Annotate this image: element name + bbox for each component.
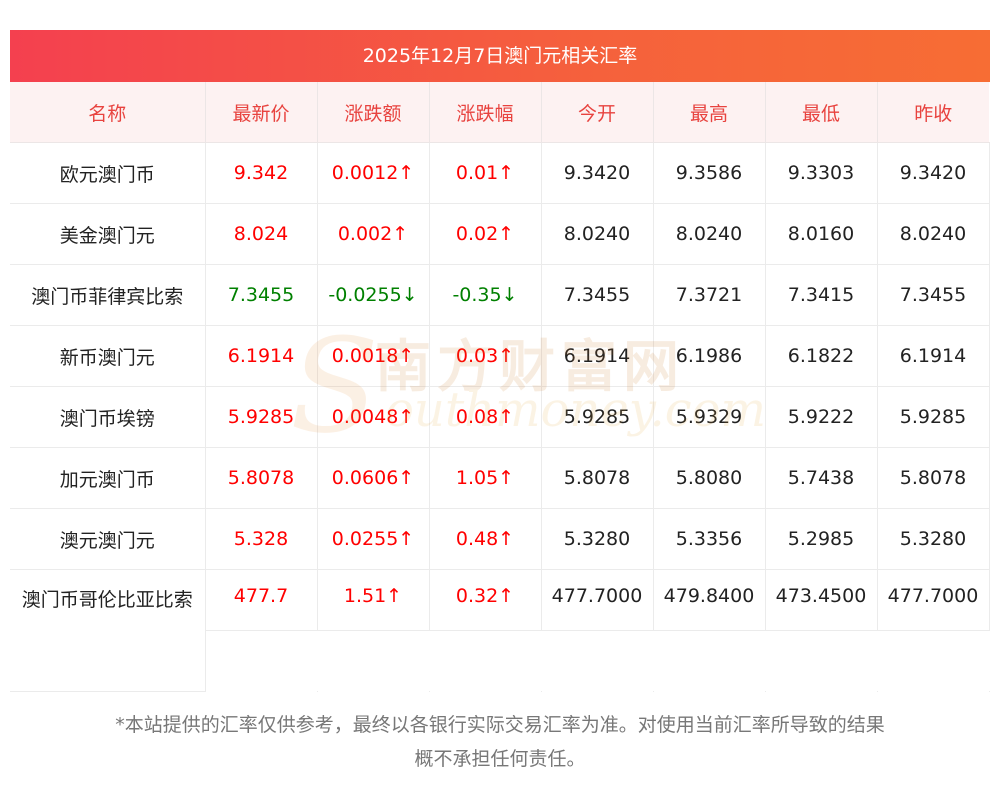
change-percent: 0.08↑	[428, 386, 541, 448]
high-price: 6.1986	[652, 325, 765, 387]
low-price: 5.2985	[764, 508, 877, 570]
table-row: 美金澳门元 8.024 0.002↑ 0.02↑ 8.0240 8.0240 8…	[10, 203, 990, 265]
col-header-latest: 最新价	[204, 82, 317, 143]
high-price: 5.3356	[652, 508, 765, 570]
change-percent: 0.02↑	[428, 203, 541, 265]
prev-close: 5.3280	[876, 508, 990, 570]
change-amount: 0.0012↑	[316, 142, 429, 204]
change-percent: 0.03↑	[428, 325, 541, 387]
change-percent: 0.48↑	[428, 508, 541, 570]
prev-close: 5.8078	[876, 447, 990, 509]
currency-name: 美金澳门元	[10, 203, 206, 265]
change-amount: -0.0255↓	[316, 264, 429, 326]
high-price: 9.3586	[652, 142, 765, 204]
change-amount: 0.0048↑	[316, 386, 429, 448]
col-header-name: 名称	[10, 82, 205, 143]
latest-price: 9.342	[204, 142, 317, 204]
currency-name: 欧元澳门币	[10, 142, 206, 204]
currency-name: 澳元澳门元	[10, 508, 206, 570]
col-header-prev: 昨收	[876, 82, 989, 143]
low-price: 9.3303	[764, 142, 877, 204]
open-price: 5.9285	[540, 386, 653, 448]
latest-price: 5.8078	[204, 447, 317, 509]
change-amount: 0.0018↑	[316, 325, 429, 387]
prev-close: 6.1914	[876, 325, 990, 387]
high-price: 5.9329	[652, 386, 765, 448]
last-row-divider	[206, 630, 989, 631]
table-row: 欧元澳门币 9.342 0.0012↑ 0.01↑ 9.3420 9.3586 …	[10, 142, 990, 204]
disclaimer: *本站提供的汇率仅供参考，最终以各银行实际交易汇率为准。对使用当前汇率所导致的结…	[10, 708, 990, 776]
prev-close: 9.3420	[876, 142, 990, 204]
low-price: 7.3415	[764, 264, 877, 326]
exchange-rate-table: 名称 最新价 涨跌额 涨跌幅 今开 最高 最低 昨收 欧元澳门币 9.342 0…	[10, 82, 990, 692]
open-price: 8.0240	[540, 203, 653, 265]
table-row: 澳门币埃镑 5.9285 0.0048↑ 0.08↑ 5.9285 5.9329…	[10, 386, 990, 448]
open-price: 5.8078	[540, 447, 653, 509]
low-price: 8.0160	[764, 203, 877, 265]
currency-name: 加元澳门币	[10, 447, 206, 509]
col-header-high: 最高	[652, 82, 765, 143]
col-header-open: 今开	[540, 82, 653, 143]
prev-close: 7.3455	[876, 264, 990, 326]
col-header-pct: 涨跌幅	[428, 82, 541, 143]
change-percent: 0.01↑	[428, 142, 541, 204]
change-amount: 0.0255↑	[316, 508, 429, 570]
latest-price: 8.024	[204, 203, 317, 265]
table-header-row: 名称 最新价 涨跌额 涨跌幅 今开 最高 最低 昨收	[10, 82, 989, 143]
disclaimer-line-1: *本站提供的汇率仅供参考，最终以各银行实际交易汇率为准。对使用当前汇率所导致的结…	[115, 714, 885, 736]
low-price: 5.9222	[764, 386, 877, 448]
high-price: 7.3721	[652, 264, 765, 326]
latest-price: 5.9285	[204, 386, 317, 448]
currency-name: 澳门币菲律宾比索	[10, 264, 206, 326]
disclaimer-line-2: 概不承担任何责任。	[414, 748, 586, 770]
table-row: 新币澳门元 6.1914 0.0018↑ 0.03↑ 6.1914 6.1986…	[10, 325, 990, 387]
latest-price: 7.3455	[204, 264, 317, 326]
numeric-area-blank	[206, 631, 990, 691]
col-header-change: 涨跌额	[316, 82, 429, 143]
change-amount: 0.002↑	[316, 203, 429, 265]
prev-close: 5.9285	[876, 386, 990, 448]
currency-name: 新币澳门元	[10, 325, 206, 387]
high-price: 8.0240	[652, 203, 765, 265]
low-price: 5.7438	[764, 447, 877, 509]
currency-name: 澳门币埃镑	[10, 386, 206, 448]
high-price: 5.8080	[652, 447, 765, 509]
open-price: 7.3455	[540, 264, 653, 326]
col-header-low: 最低	[764, 82, 877, 143]
latest-price: 6.1914	[204, 325, 317, 387]
table-row: 澳元澳门元 5.328 0.0255↑ 0.48↑ 5.3280 5.3356 …	[10, 508, 990, 570]
latest-price: 5.328	[204, 508, 317, 570]
open-price: 6.1914	[540, 325, 653, 387]
low-price: 6.1822	[764, 325, 877, 387]
open-price: 9.3420	[540, 142, 653, 204]
table-row: 加元澳门币 5.8078 0.0606↑ 1.05↑ 5.8078 5.8080…	[10, 447, 990, 509]
open-price: 5.3280	[540, 508, 653, 570]
change-percent: -0.35↓	[428, 264, 541, 326]
table-row: 澳门币菲律宾比索 7.3455 -0.0255↓ -0.35↓ 7.3455 7…	[10, 264, 990, 326]
change-amount: 0.0606↑	[316, 447, 429, 509]
prev-close: 8.0240	[876, 203, 990, 265]
currency-name: 澳门币哥伦比亚比索	[10, 569, 206, 692]
change-percent: 1.05↑	[428, 447, 541, 509]
table-title: 2025年12月7日澳门元相关汇率	[10, 30, 990, 82]
